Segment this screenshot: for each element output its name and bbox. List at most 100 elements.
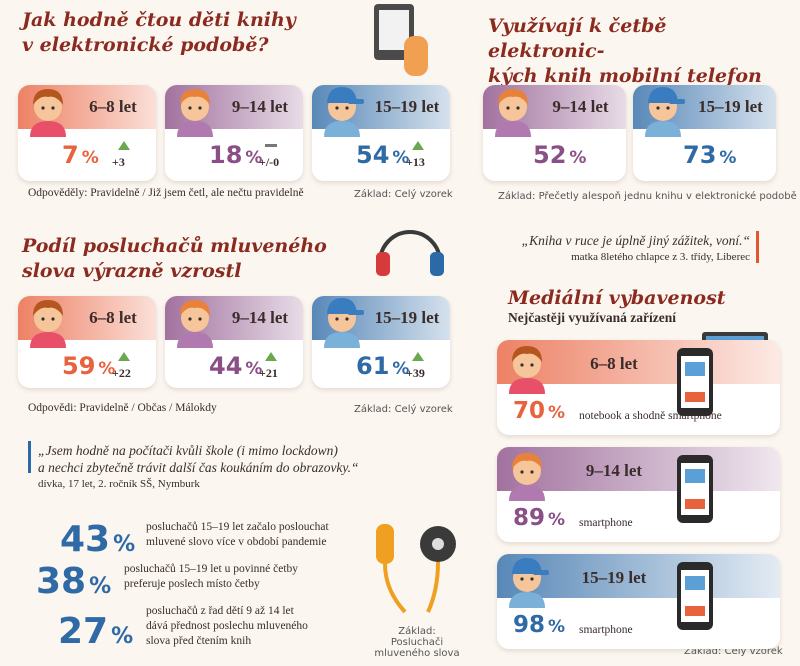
avatar-eye — [188, 106, 192, 110]
avatar-eye — [198, 317, 202, 321]
avatar — [177, 89, 213, 137]
value: 61% — [356, 352, 409, 380]
device-card: 15–19 let 98% smartphone — [497, 554, 780, 649]
quote-bar — [756, 231, 759, 263]
value-number: 98 — [513, 612, 546, 638]
age-label: 15–19 let — [698, 97, 763, 116]
avatar — [645, 87, 685, 137]
avatar-face — [34, 93, 62, 121]
avatar-cap — [648, 87, 678, 103]
trend-arrow — [265, 352, 277, 361]
icon-shape — [685, 576, 705, 590]
base-note: Základ: Posluchači mluveného slova — [374, 626, 460, 659]
value: 54% — [356, 141, 409, 169]
icon-shape — [685, 392, 705, 402]
avatar-body — [509, 378, 545, 394]
base-note: Základ: Přečetly alespoň jednu knihu v e… — [498, 191, 797, 202]
value-unit: % — [98, 359, 116, 379]
value-number: 70 — [513, 398, 546, 424]
avatar-face — [181, 93, 209, 121]
avatar-body — [645, 121, 681, 137]
value-unit: % — [392, 359, 410, 379]
avatar-hair — [33, 89, 63, 105]
device-label: smartphone — [579, 517, 633, 529]
avatar — [30, 89, 66, 137]
section-title: Jak hodně čtou děti knihy v elektronické… — [22, 9, 296, 56]
change: +39 — [406, 366, 425, 380]
avatar — [509, 558, 549, 608]
avatar-hair — [512, 346, 542, 362]
age-label: 9–14 let — [231, 308, 289, 327]
device-card: 6–8 let 70% notebook a shodně smartphone — [497, 340, 780, 435]
card: 15–19 let 61% +39 — [312, 296, 450, 388]
age-label: 9–14 let — [585, 461, 643, 480]
age-label: 9–14 let — [552, 97, 609, 116]
avatar-cap — [669, 99, 685, 104]
avatar-body — [509, 592, 545, 608]
value-unit: % — [548, 510, 566, 530]
change: +22 — [112, 366, 131, 380]
value: 70% — [513, 398, 565, 424]
icon-shape — [376, 524, 394, 564]
avatar-eye — [516, 106, 520, 110]
avatar — [30, 300, 66, 348]
section-title: Podíl posluchačů mluveného slova výrazně… — [22, 235, 327, 282]
value-unit: % — [89, 574, 112, 599]
quote-author: matka 8letého chlapce z 3. třídy, Libere… — [571, 251, 750, 263]
value-number: 54 — [356, 141, 390, 169]
stat-value: 43% — [60, 520, 135, 565]
avatar — [177, 300, 213, 348]
avatar-body — [177, 332, 213, 348]
trend-dash — [265, 144, 277, 147]
headphones-icon — [376, 230, 444, 276]
device-card: 9–14 let 89% smartphone — [497, 447, 780, 542]
trend-up — [118, 352, 130, 361]
value-unit: % — [569, 148, 587, 168]
avatar — [509, 346, 545, 394]
value-number: 89 — [513, 505, 546, 531]
icon-shape — [383, 563, 407, 614]
avatar-hair — [180, 300, 210, 316]
section-subtitle: Nejčastěji využívaná zařízení — [508, 310, 676, 325]
value-number: 73 — [683, 141, 717, 169]
avatar — [509, 453, 545, 501]
value: 59% — [62, 352, 115, 380]
stat-text: posluchačů 15–19 let u povinné četby pre… — [124, 563, 299, 590]
phone-icon — [677, 455, 713, 523]
value-number: 43 — [60, 519, 111, 560]
avatar-eye — [666, 106, 670, 110]
icon-shape — [404, 36, 428, 76]
quote-author: dívka, 17 let, 2. ročník SŠ, Nymburk — [38, 478, 200, 490]
avatar-body — [324, 121, 360, 137]
value: 89% — [513, 505, 565, 531]
avatar-face — [499, 93, 527, 121]
value-unit: % — [548, 617, 566, 637]
age-label: 9–14 let — [231, 97, 289, 116]
icon-shape — [685, 362, 705, 376]
avatar-eye — [41, 106, 45, 110]
trend-arrow — [412, 352, 424, 361]
value: 73% — [683, 141, 736, 169]
avatar-face — [513, 457, 541, 485]
change: +/-0 — [259, 155, 280, 169]
age-label: 6–8 let — [89, 97, 137, 116]
icon-shape — [432, 538, 444, 550]
earphones-icon — [376, 524, 456, 614]
ereader-icon — [374, 4, 428, 76]
avatar-eye — [51, 317, 55, 321]
base-note: Základ: Celý vzorek — [354, 189, 453, 200]
card: 9–14 let 52% — [483, 85, 626, 181]
avatar-cap — [348, 99, 364, 104]
trend-up — [412, 141, 424, 150]
quote-bar — [28, 441, 31, 473]
card: 6–8 let 59% +22 — [18, 296, 156, 388]
age-label: 6–8 let — [590, 354, 638, 373]
avatar-body — [177, 121, 213, 137]
value-number: 61 — [356, 352, 390, 380]
avatar-body — [30, 121, 66, 137]
footnote: Odpověděly: Pravidelně / Již jsem četl, … — [28, 187, 304, 199]
avatar-hair — [498, 89, 528, 105]
value: 52% — [533, 141, 586, 169]
icon-shape — [430, 252, 444, 276]
section-title: Mediální vybavenost — [508, 287, 726, 309]
